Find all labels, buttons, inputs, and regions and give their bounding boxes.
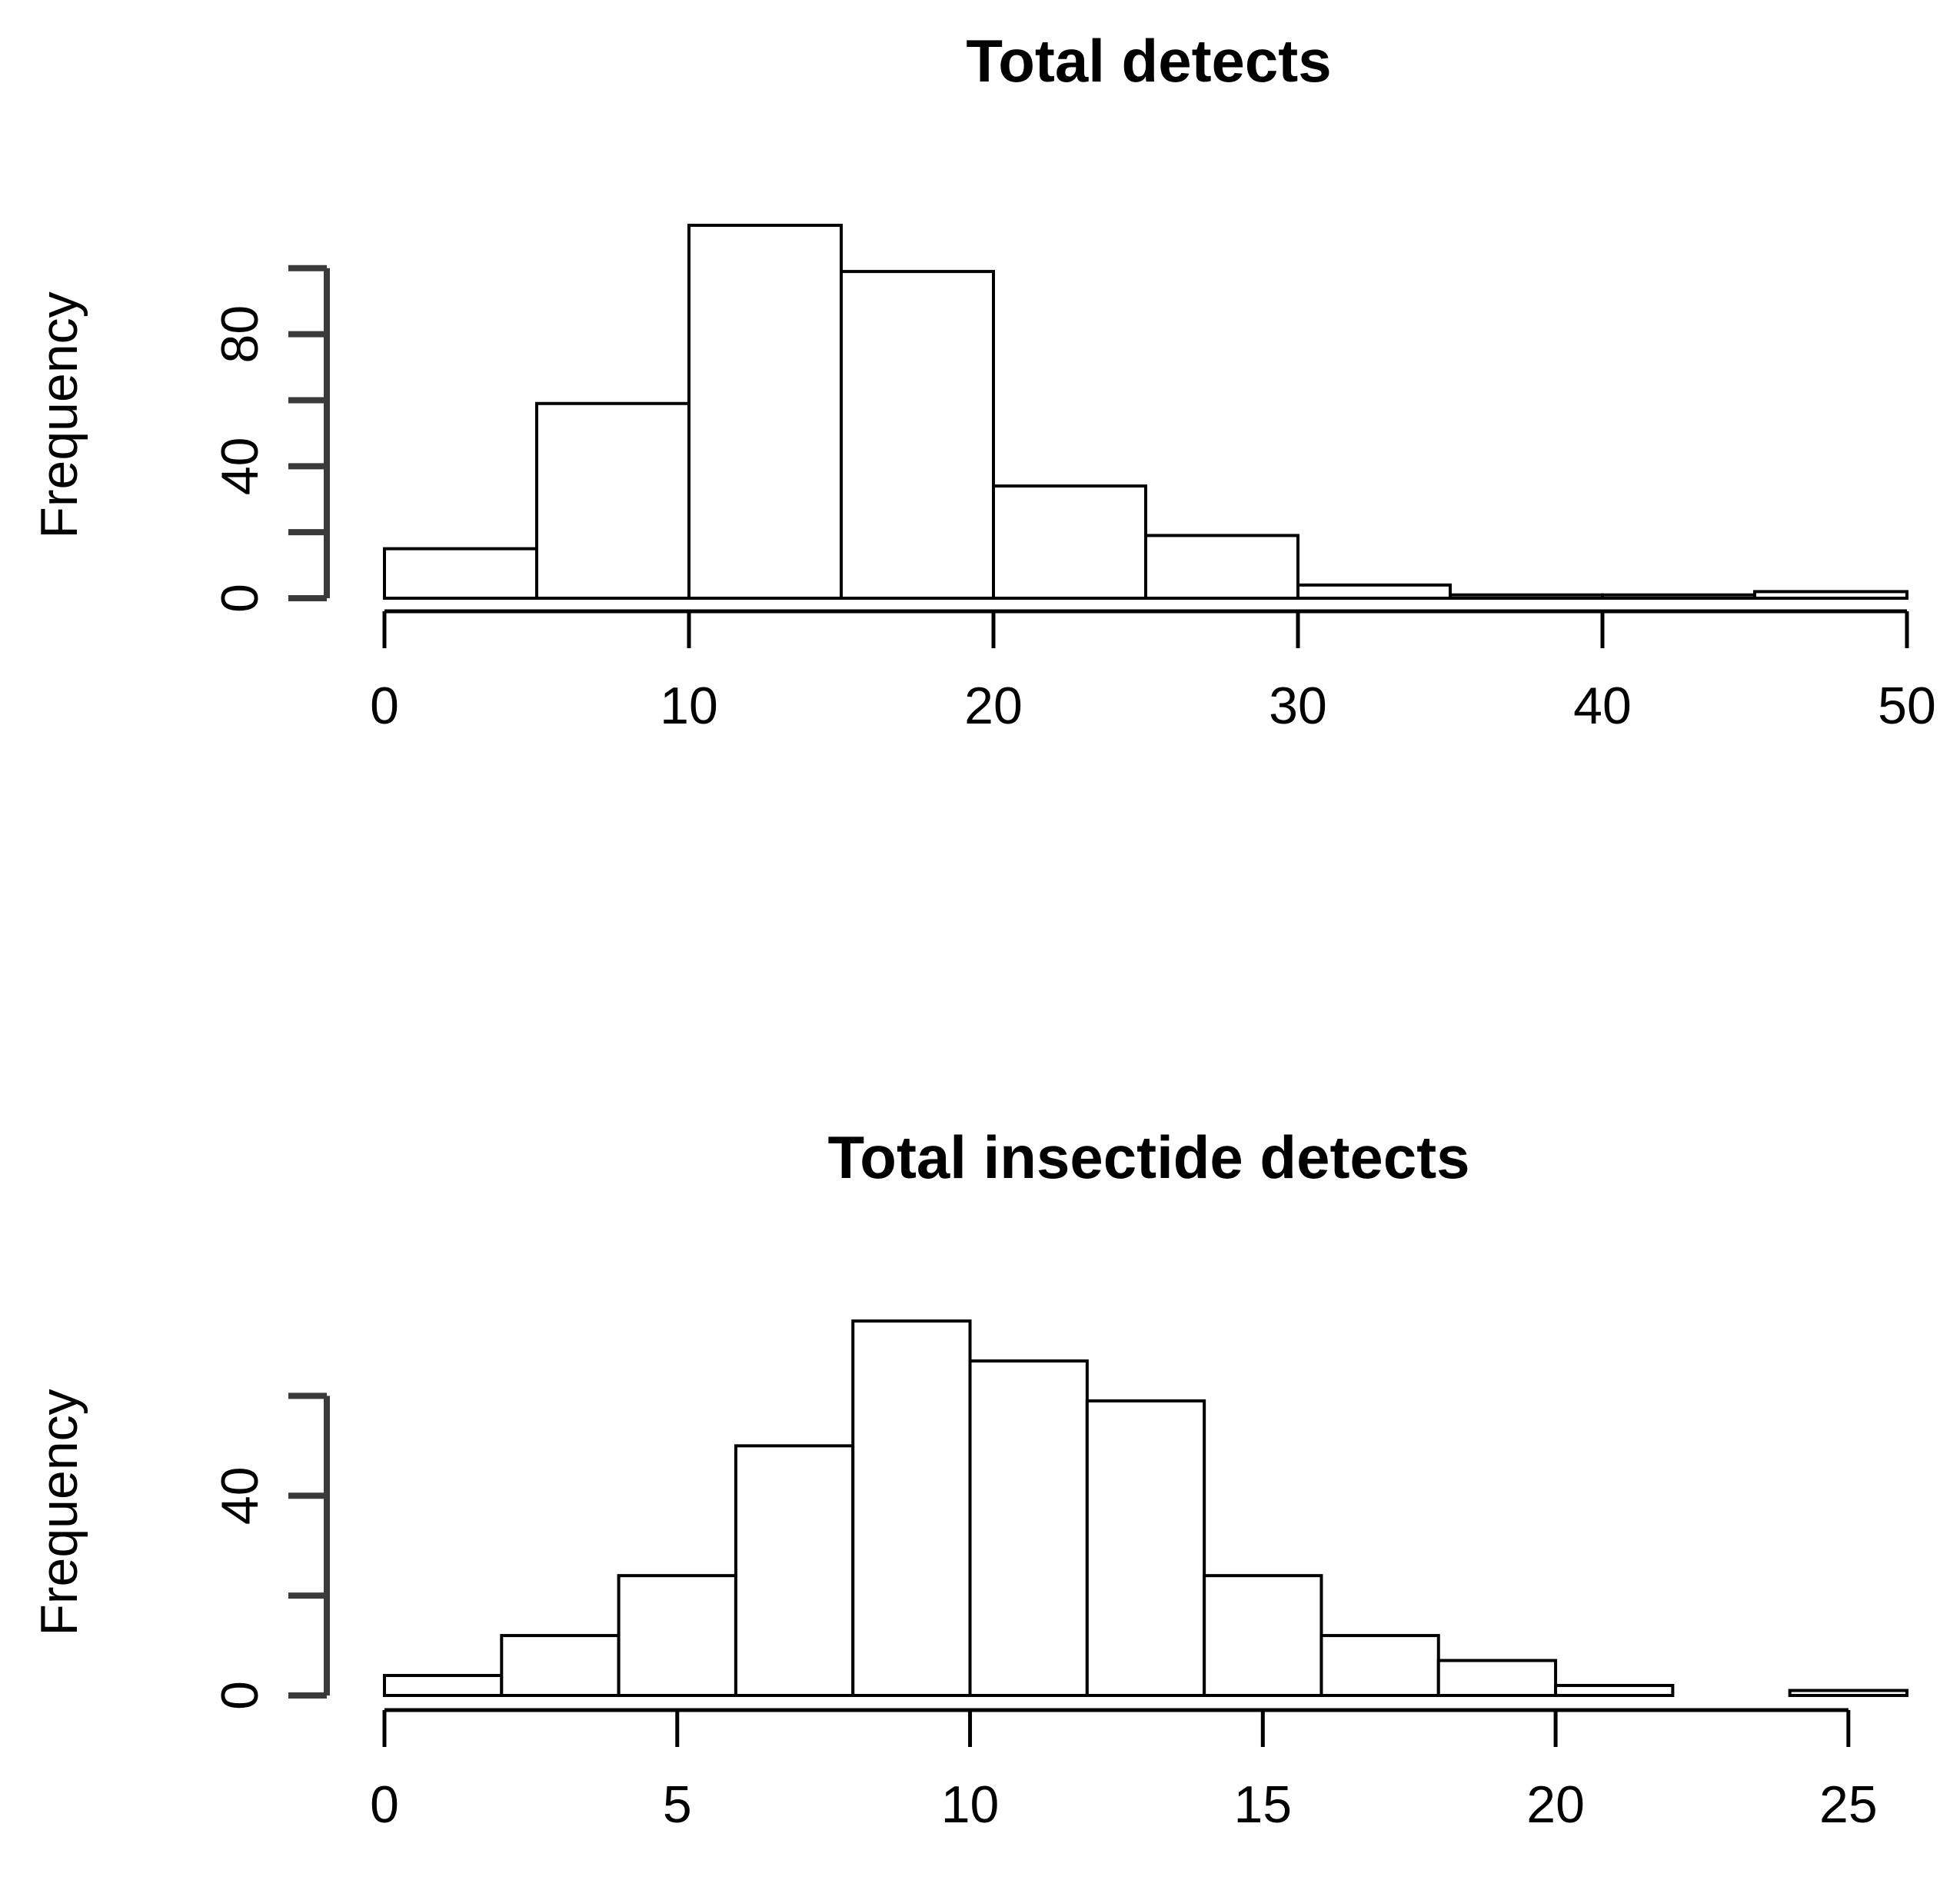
histogram-bar: [1203, 1574, 1323, 1697]
x-tick-label: 0: [370, 1775, 399, 1834]
x-tick-label: 25: [1819, 1775, 1878, 1834]
histogram-bar: [1554, 1684, 1675, 1698]
y-axis: 0 40 80: [211, 265, 330, 613]
x-tick-label: 5: [663, 1775, 692, 1834]
histogram-bar: [840, 270, 995, 600]
histogram-bar: [992, 484, 1147, 600]
x-tick-label: 30: [1269, 677, 1327, 735]
histogram-bar: [383, 1674, 504, 1697]
x-tick-label: 10: [660, 677, 718, 735]
y-tick-label: 40: [211, 1466, 269, 1525]
histogram-bar: [383, 547, 538, 600]
bars: [383, 224, 1908, 601]
y-axis: 0 40: [211, 1393, 330, 1710]
chart-title: Total detects: [966, 27, 1331, 95]
histogram-bar: [968, 1359, 1089, 1697]
x-axis: 0 10 20 30 40 50: [370, 609, 1936, 735]
histogram-bar: [500, 1634, 621, 1698]
histogram-bar: [851, 1319, 972, 1697]
histogram-bar: [1085, 1399, 1206, 1697]
bars: [383, 1319, 1909, 1698]
histogram-bar: [617, 1574, 737, 1697]
histogram-bar: [1449, 593, 1604, 600]
histogram-total-insectide-detects: Total insectide detects Frequency 0 5 10 15…: [30, 1123, 1909, 1834]
x-tick-label: 15: [1233, 1775, 1292, 1834]
y-axis-label: Frequency: [30, 291, 88, 538]
y-tick-label: 0: [211, 584, 269, 613]
histogram-total-detects: Total detects Frequency 0 10 20 30 40 50 0 40 8…: [30, 27, 1936, 735]
y-tick-label: 80: [211, 305, 269, 364]
histogram-bar: [1319, 1634, 1440, 1698]
x-tick-label: 20: [1526, 1775, 1585, 1834]
histogram-bar: [1296, 583, 1452, 600]
histogram-bar: [687, 224, 843, 600]
histogram-bar: [734, 1444, 855, 1698]
y-tick-label: 40: [211, 437, 269, 495]
x-tick-label: 40: [1573, 677, 1632, 735]
histogram-bar: [535, 401, 690, 600]
x-axis: 0 5 10 15 20 25: [370, 1708, 1878, 1834]
y-axis-label: Frequency: [30, 1389, 88, 1635]
y-tick-label: 0: [211, 1681, 269, 1710]
x-tick-label: 50: [1878, 677, 1936, 735]
histogram-bar: [1436, 1659, 1558, 1697]
x-tick-label: 20: [964, 677, 1023, 735]
chart-title: Total insectide detects: [827, 1123, 1469, 1191]
x-tick-label: 0: [370, 677, 399, 735]
histogram-bar: [1788, 1689, 1909, 1697]
histogram-bar: [1753, 590, 1908, 601]
histogram-bar: [1601, 593, 1756, 600]
x-tick-label: 10: [941, 1775, 1000, 1834]
histogram-bar: [1144, 534, 1299, 601]
